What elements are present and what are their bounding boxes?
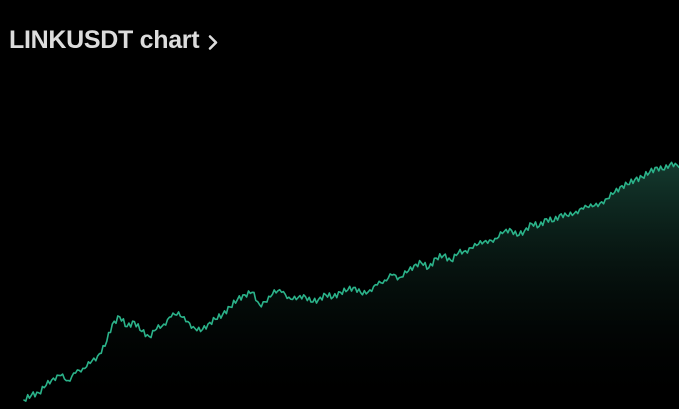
price-line bbox=[23, 161, 679, 402]
chevron-right-icon bbox=[208, 34, 218, 50]
chart-link[interactable]: LINKUSDT chart bbox=[9, 26, 222, 55]
price-area-fill bbox=[24, 162, 679, 409]
page-title: LINKUSDT chart bbox=[9, 26, 200, 54]
